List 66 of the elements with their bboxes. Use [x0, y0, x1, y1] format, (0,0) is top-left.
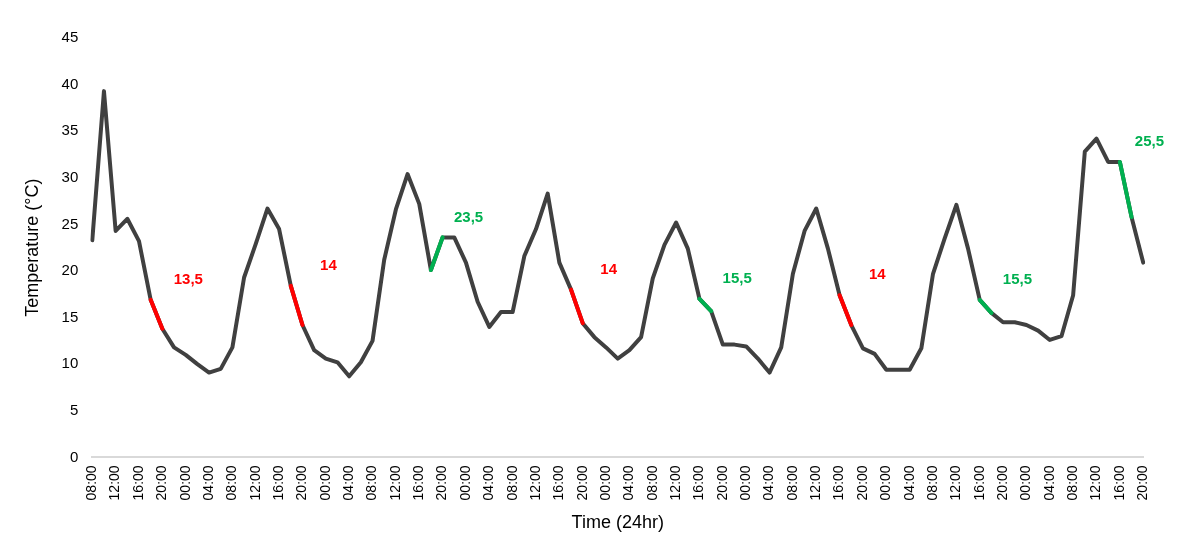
y-tick-label: 45	[61, 28, 79, 46]
y-tick-label: 25	[61, 214, 79, 232]
x-tick-label: 04:00	[760, 465, 777, 501]
x-tick-label: 08:00	[1064, 465, 1080, 501]
x-tick-label: 16:00	[129, 465, 146, 501]
x-tick-label: 20:00	[853, 465, 870, 501]
annotation: 14	[868, 265, 887, 283]
x-tick-label: 12:00	[386, 465, 403, 501]
x-tick-label: 16:00	[269, 465, 286, 501]
y-tick-label: 30	[61, 167, 79, 185]
x-tick-label: 12:00	[1087, 465, 1104, 501]
x-tick-label: 04:00	[199, 465, 216, 501]
x-tick-label: 16:00	[830, 465, 847, 501]
x-tick-label: 16:00	[410, 465, 427, 501]
x-tick-label: 20:00	[153, 465, 170, 501]
annotation: 14	[320, 256, 338, 274]
x-tick-label: 16:00	[550, 465, 567, 501]
x-tick-label: 04:00	[1040, 465, 1057, 501]
x-tick-label: 08:00	[83, 465, 100, 501]
x-tick-label: 12:00	[666, 465, 683, 501]
x-tick-label: 04:00	[480, 465, 497, 501]
x-tick-label: 12:00	[807, 465, 824, 501]
x-tick-label: 20:00	[713, 465, 730, 501]
annotation: 25,5	[1134, 132, 1164, 150]
x-tick-label: 08:00	[783, 465, 800, 501]
x-tick-label: 08:00	[223, 465, 240, 501]
x-tick-label: 00:00	[1017, 465, 1034, 501]
x-tick-label: 00:00	[737, 465, 754, 501]
x-tick-label: 08:00	[923, 465, 940, 501]
y-axis-title: Temperature (°C)	[21, 178, 42, 317]
y-tick-label: 10	[61, 354, 79, 372]
x-tick-label: 12:00	[947, 465, 964, 501]
annotation: 15,5	[1002, 270, 1032, 288]
y-tick-label: 0	[69, 447, 79, 465]
y-tick-label: 5	[69, 400, 79, 418]
x-tick-label: 16:00	[690, 465, 707, 501]
x-tick-label: 00:00	[596, 465, 613, 501]
x-tick-label: 00:00	[456, 465, 473, 501]
x-tick-label: 16:00	[970, 465, 987, 501]
annotation: 13,5	[173, 270, 203, 288]
x-tick-label: 20:00	[433, 465, 450, 501]
x-axis-title: Time (24hr)	[571, 512, 664, 533]
y-tick-label: 20	[61, 261, 79, 279]
x-tick-label: 00:00	[316, 465, 333, 501]
annotation: 23,5	[453, 207, 484, 225]
annotation: 15,5	[722, 269, 752, 287]
x-tick-label: 04:00	[620, 465, 637, 501]
x-tick-label: 00:00	[877, 465, 894, 501]
x-tick-label: 20:00	[293, 465, 310, 501]
x-tick-label: 12:00	[106, 465, 123, 501]
y-tick-label: 35	[61, 121, 79, 139]
y-tick-label: 15	[61, 307, 79, 325]
annotation: 14	[600, 259, 618, 277]
x-tick-label: 12:00	[246, 465, 263, 501]
x-tick-label: 08:00	[643, 465, 660, 501]
x-tick-label: 20:00	[993, 465, 1010, 501]
x-tick-label: 20:00	[573, 465, 590, 501]
x-tick-label: 04:00	[900, 465, 917, 501]
x-tick-label: 16:00	[1110, 465, 1127, 501]
x-tick-label: 20:00	[1134, 465, 1151, 501]
x-tick-label: 08:00	[363, 465, 380, 501]
y-tick-label: 40	[61, 74, 79, 92]
x-tick-label: 12:00	[526, 465, 543, 501]
x-tick-label: 04:00	[340, 465, 357, 501]
x-tick-label: 08:00	[503, 465, 520, 501]
x-tick-label: 00:00	[176, 465, 193, 501]
